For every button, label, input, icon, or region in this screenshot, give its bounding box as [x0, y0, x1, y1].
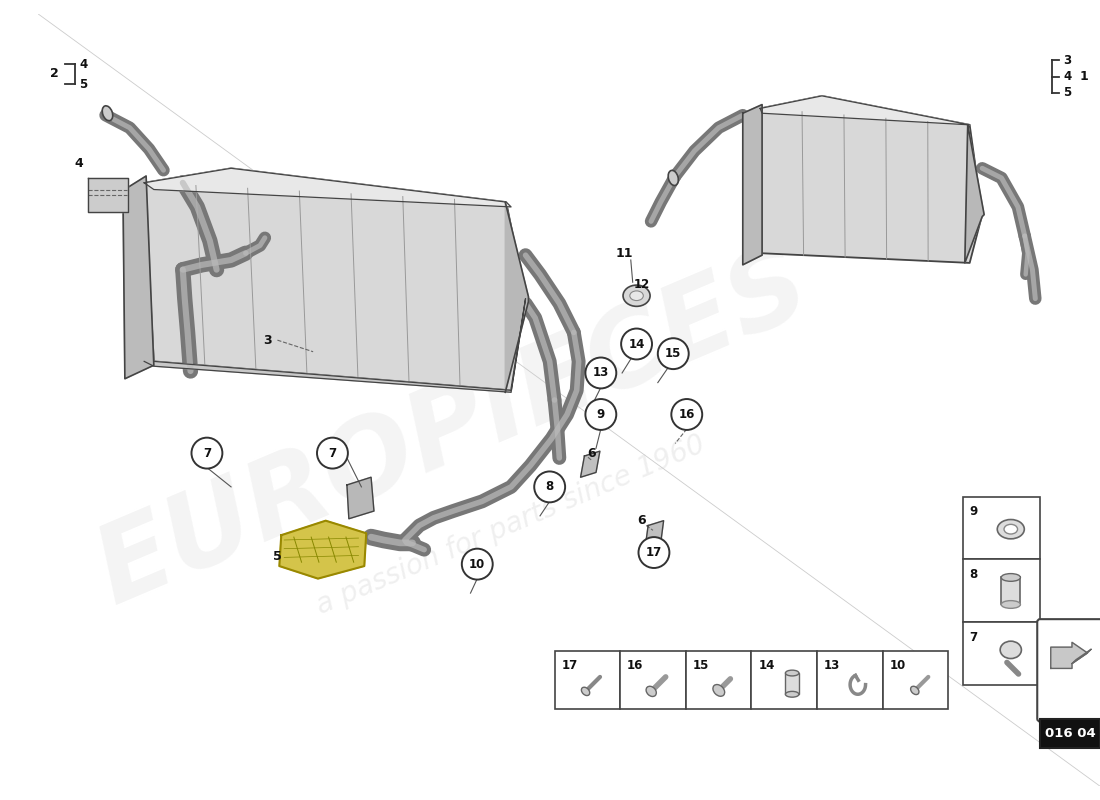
Circle shape — [317, 438, 348, 469]
Text: 7: 7 — [329, 446, 337, 460]
Polygon shape — [760, 96, 982, 263]
Text: 14: 14 — [758, 658, 774, 672]
Text: 6: 6 — [587, 446, 595, 460]
Polygon shape — [144, 298, 526, 392]
Text: a passion for parts since 1960: a passion for parts since 1960 — [312, 430, 710, 620]
Text: 13: 13 — [824, 658, 840, 672]
Polygon shape — [505, 202, 528, 392]
Text: EUROPIECES: EUROPIECES — [81, 231, 825, 626]
Text: 3: 3 — [1064, 54, 1071, 66]
Text: 12: 12 — [634, 278, 650, 290]
Ellipse shape — [1004, 524, 1018, 534]
Text: 14: 14 — [628, 338, 645, 350]
Polygon shape — [144, 168, 526, 390]
Ellipse shape — [668, 170, 679, 186]
Text: 17: 17 — [561, 658, 578, 672]
Text: 9: 9 — [596, 408, 605, 421]
Text: 8: 8 — [546, 480, 553, 494]
Ellipse shape — [630, 291, 644, 301]
Text: 17: 17 — [646, 546, 662, 559]
Bar — [1041, 718, 1100, 747]
Polygon shape — [581, 451, 600, 478]
Circle shape — [638, 537, 670, 568]
Text: 7: 7 — [202, 446, 211, 460]
Ellipse shape — [998, 519, 1024, 539]
Ellipse shape — [1000, 641, 1022, 658]
Ellipse shape — [785, 691, 799, 697]
Polygon shape — [346, 478, 374, 518]
Ellipse shape — [102, 106, 112, 121]
Text: 4: 4 — [1064, 70, 1071, 83]
Bar — [785, 673, 799, 694]
Ellipse shape — [911, 686, 918, 694]
Text: 5: 5 — [79, 78, 88, 90]
Bar — [962, 622, 1041, 685]
Text: 016 04: 016 04 — [1045, 726, 1096, 739]
Polygon shape — [965, 125, 985, 263]
FancyBboxPatch shape — [1037, 619, 1100, 722]
Text: 10: 10 — [890, 658, 905, 672]
Text: 16: 16 — [627, 658, 644, 672]
Text: 2: 2 — [50, 67, 58, 80]
Polygon shape — [742, 105, 762, 265]
Text: 4: 4 — [74, 157, 82, 170]
Polygon shape — [760, 96, 970, 125]
Circle shape — [191, 438, 222, 469]
Text: 15: 15 — [666, 347, 681, 360]
Polygon shape — [144, 168, 512, 207]
Ellipse shape — [623, 285, 650, 306]
Text: 5: 5 — [273, 550, 282, 563]
Bar — [554, 651, 620, 709]
Circle shape — [535, 471, 565, 502]
Bar — [751, 651, 817, 709]
Polygon shape — [123, 176, 154, 378]
Ellipse shape — [646, 686, 657, 697]
Ellipse shape — [582, 687, 590, 695]
Text: 9: 9 — [970, 506, 978, 518]
Polygon shape — [1072, 649, 1091, 663]
Polygon shape — [646, 521, 663, 546]
Text: 8: 8 — [970, 568, 978, 581]
Text: 7: 7 — [970, 630, 978, 644]
Circle shape — [585, 399, 616, 430]
Text: 13: 13 — [593, 366, 609, 379]
Ellipse shape — [713, 685, 725, 696]
Text: 11: 11 — [615, 246, 632, 260]
Polygon shape — [279, 521, 366, 578]
Bar — [817, 651, 883, 709]
Text: 1: 1 — [1080, 70, 1088, 83]
Bar — [685, 651, 751, 709]
Ellipse shape — [1001, 601, 1021, 608]
Text: 3: 3 — [263, 334, 272, 346]
Bar — [962, 497, 1041, 559]
Bar — [620, 651, 685, 709]
Text: 10: 10 — [469, 558, 485, 570]
Polygon shape — [1050, 642, 1088, 669]
Text: 4: 4 — [79, 58, 88, 70]
Text: 6: 6 — [637, 514, 646, 527]
Polygon shape — [88, 178, 128, 212]
Circle shape — [658, 338, 689, 369]
Text: 5: 5 — [1064, 86, 1071, 99]
Text: 16: 16 — [679, 408, 695, 421]
Bar — [962, 559, 1041, 622]
Circle shape — [585, 358, 616, 389]
Circle shape — [671, 399, 702, 430]
Circle shape — [621, 329, 652, 359]
Ellipse shape — [785, 670, 799, 676]
Text: 15: 15 — [693, 658, 708, 672]
Circle shape — [462, 549, 493, 579]
Ellipse shape — [1001, 574, 1021, 582]
Bar — [1001, 578, 1021, 605]
Bar — [883, 651, 948, 709]
